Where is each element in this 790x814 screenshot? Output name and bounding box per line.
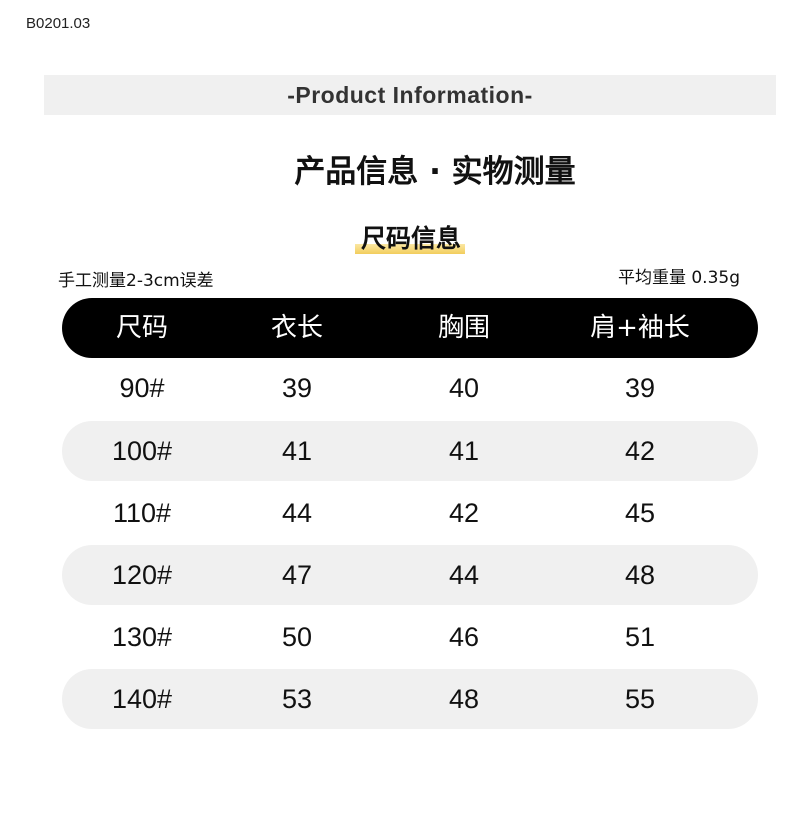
- header-chest: 胸围: [437, 313, 490, 343]
- cell-length: 50: [281, 622, 313, 652]
- banner: -Product Information-: [44, 75, 776, 115]
- table-row: 110# 44 42 45: [62, 483, 758, 543]
- header-size: 尺码: [115, 313, 168, 343]
- cell-length: 47: [281, 560, 313, 590]
- cell-size: 130#: [111, 622, 173, 652]
- cell-chest: 48: [448, 684, 480, 714]
- cell-shoulder-sleeve: 45: [624, 498, 656, 528]
- cell-length: 44: [281, 498, 313, 528]
- cell-shoulder-sleeve: 39: [624, 373, 656, 403]
- table-row: 90# 39 40 39: [62, 358, 758, 418]
- table-row: 100# 41 41 42: [62, 421, 758, 481]
- cell-chest: 46: [448, 622, 480, 652]
- cell-size: 90#: [119, 373, 165, 403]
- cell-chest: 42: [448, 498, 480, 528]
- cell-chest: 41: [448, 436, 480, 466]
- cell-shoulder-sleeve: 55: [624, 684, 656, 714]
- cell-chest: 40: [448, 373, 480, 403]
- table-header: 尺码 衣长 胸围 肩+袖长: [62, 298, 758, 358]
- header-length: 衣长: [270, 313, 323, 343]
- cell-size: 120#: [111, 560, 173, 590]
- cell-size: 140#: [111, 684, 173, 714]
- table-row: 130# 50 46 51: [62, 607, 758, 667]
- cell-size: 110#: [112, 498, 172, 528]
- section-title: 尺码信息: [360, 224, 461, 253]
- banner-text: -Product Information-: [287, 82, 533, 108]
- cell-chest: 44: [448, 560, 480, 590]
- measurement-note: 手工测量2-3cm误差: [58, 271, 214, 291]
- cell-shoulder-sleeve: 48: [624, 560, 656, 590]
- product-code: B0201.03: [26, 15, 91, 32]
- cell-shoulder-sleeve: 42: [624, 436, 656, 466]
- heading-highlight: [355, 244, 465, 254]
- cell-length: 53: [281, 684, 313, 714]
- cell-shoulder-sleeve: 51: [624, 622, 656, 652]
- cell-length: 41: [281, 436, 313, 466]
- page-title: 产品信息 · 实物测量: [294, 154, 576, 190]
- table-row: 140# 53 48 55: [62, 669, 758, 729]
- weight-note: 平均重量 0.35g: [617, 268, 740, 288]
- section-heading: 尺码信息: [355, 222, 467, 256]
- cell-length: 39: [281, 373, 313, 403]
- header-shoulder-sleeve: 肩+袖长: [590, 313, 690, 343]
- cell-size: 100#: [111, 436, 173, 466]
- table-row: 120# 47 44 48: [62, 545, 758, 605]
